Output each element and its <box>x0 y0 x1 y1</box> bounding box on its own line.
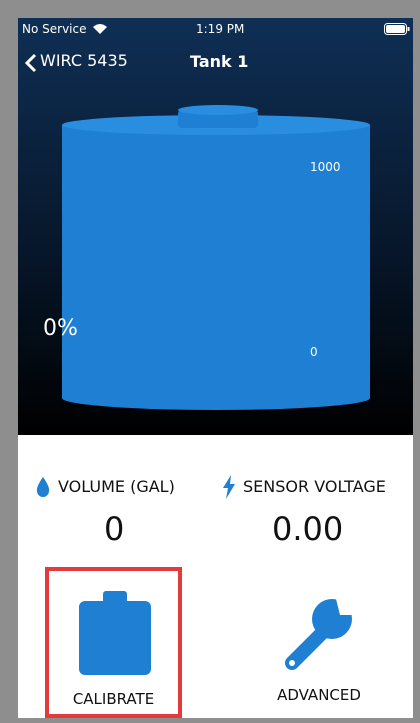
fill-percent: 0% <box>43 316 78 341</box>
calibrate-label: CALIBRATE <box>49 690 178 708</box>
calibrate-icon <box>77 589 153 679</box>
advanced-button[interactable]: ADVANCED <box>254 571 384 714</box>
voltage-label: SENSOR VOLTAGE <box>243 477 386 496</box>
wrench-icon <box>278 593 358 673</box>
page: No Service 1:19 PM WIRC 5435 Tank 1 1000… <box>0 0 420 723</box>
tank-graphic <box>18 18 413 435</box>
drop-icon <box>35 476 51 498</box>
volume-label: VOLUME (GAL) <box>58 477 175 496</box>
bolt-icon <box>222 475 236 499</box>
advanced-label: ADVANCED <box>254 686 384 704</box>
scale-top: 1000 <box>310 160 341 174</box>
calibrate-button[interactable]: CALIBRATE <box>45 567 182 718</box>
scale-bottom: 0 <box>310 345 318 359</box>
app-screen: No Service 1:19 PM WIRC 5435 Tank 1 1000… <box>18 18 413 718</box>
voltage-value: 0.00 <box>272 510 343 548</box>
tank-panel: No Service 1:19 PM WIRC 5435 Tank 1 1000… <box>18 18 413 435</box>
volume-value: 0 <box>104 510 124 548</box>
